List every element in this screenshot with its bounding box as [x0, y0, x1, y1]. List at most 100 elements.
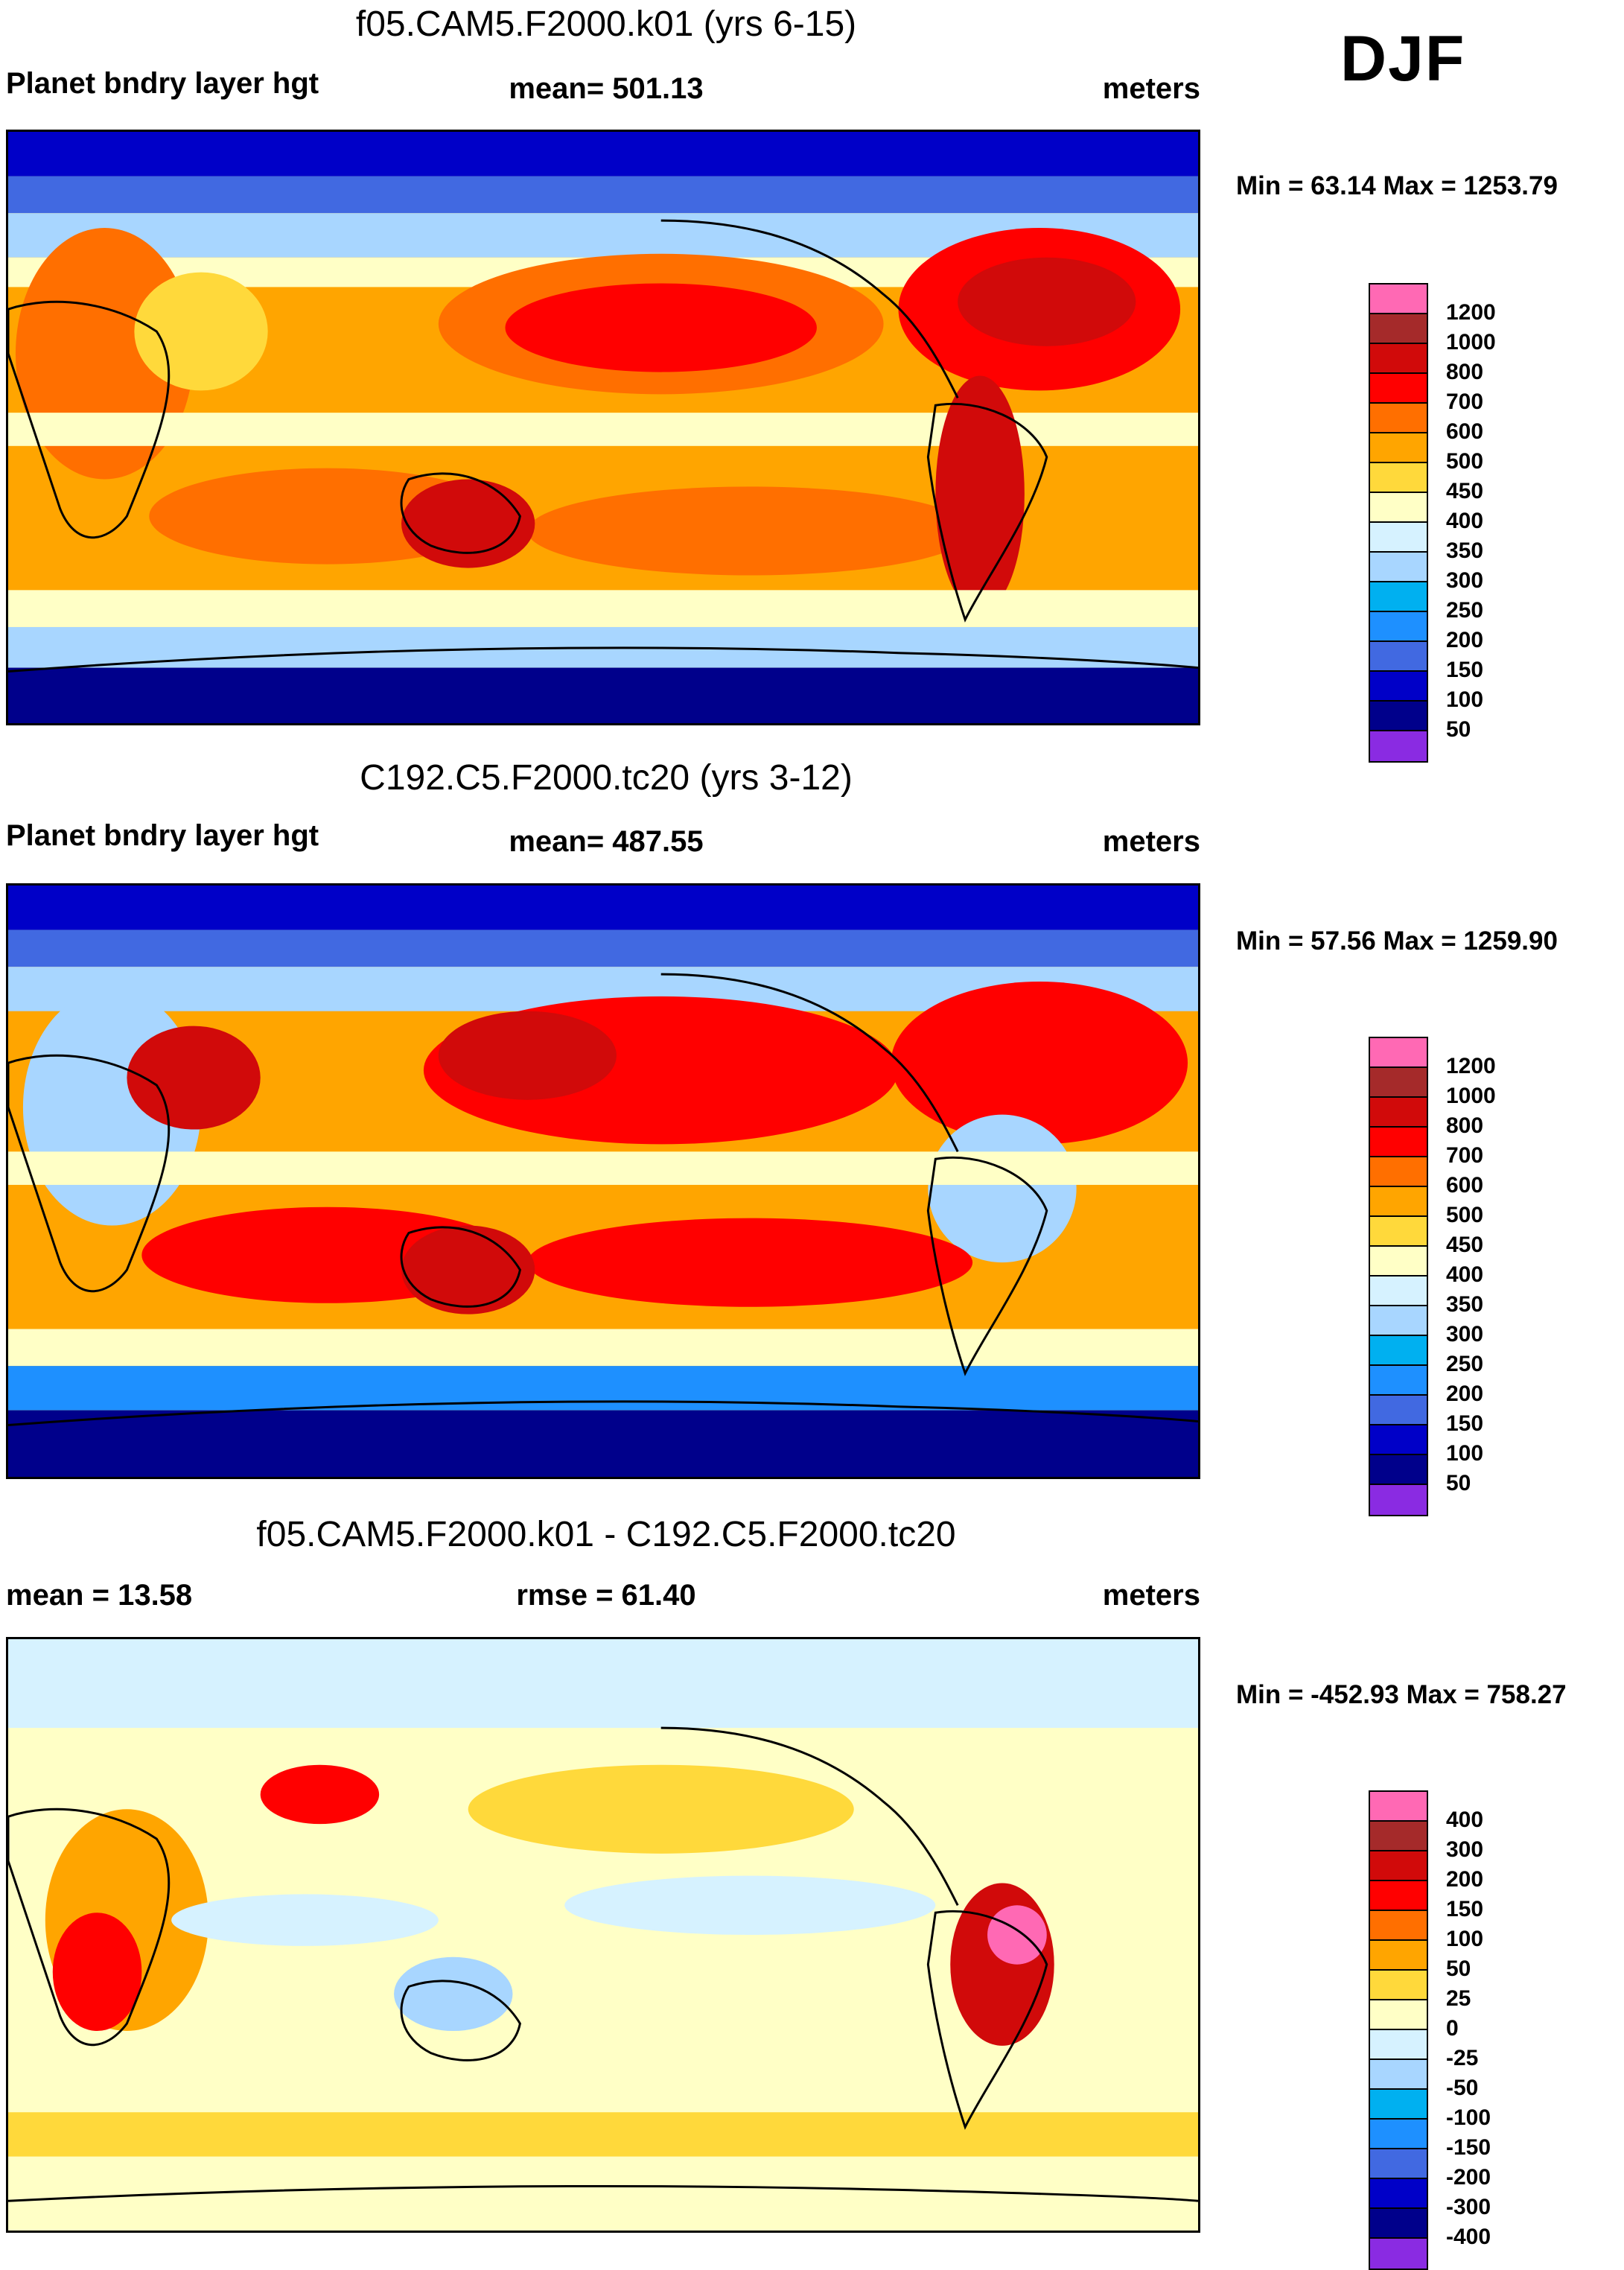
colorbar-swatch: [1370, 1881, 1427, 1911]
colorbar-swatch: [1370, 2120, 1427, 2149]
colorbar-label: 250: [1446, 598, 1484, 623]
colorbar-label: 350: [1446, 538, 1484, 563]
colorbar-label: 300: [1446, 1837, 1484, 1862]
colorbar-swatch: [1370, 1128, 1427, 1157]
panel-3-title: f05.CAM5.F2000.k01 - C192.C5.F2000.tc20: [256, 1515, 956, 1554]
colorbar-swatch: [1370, 1068, 1427, 1098]
colorbar-label: 1000: [1446, 330, 1496, 355]
colorbar-swatch: [1370, 2239, 1427, 2269]
colorbar-swatch: [1370, 1098, 1427, 1128]
colorbar-swatch: [1370, 1366, 1427, 1396]
colorbar-label: 800: [1446, 360, 1484, 384]
colorbar-swatch: [1370, 463, 1427, 493]
colorbar-label: 1200: [1446, 300, 1496, 325]
colorbar-label: 150: [1446, 1897, 1484, 1921]
colorbar-swatch: [1370, 314, 1427, 344]
colorbar-swatch: [1370, 1485, 1427, 1515]
colorbar-swatch: [1370, 374, 1427, 404]
colorbar-swatch: [1370, 702, 1427, 731]
panel-1-map-svg: [8, 132, 1198, 723]
panel-2-mean: mean= 487.55: [509, 825, 704, 858]
colorbar-swatch: [1370, 1851, 1427, 1881]
panel-1-map: [6, 130, 1200, 725]
colorbar-label: 200: [1446, 1867, 1484, 1892]
colorbar-label: 500: [1446, 1203, 1484, 1227]
colorbar-label: 700: [1446, 1143, 1484, 1168]
panel-3-map: [6, 1637, 1200, 2233]
colorbar-swatch: [1370, 1157, 1427, 1187]
colorbar-label: 300: [1446, 1322, 1484, 1347]
colorbar-label: 50: [1446, 717, 1471, 742]
colorbar-swatch: [1370, 2090, 1427, 2120]
colorbar-label: 200: [1446, 1382, 1484, 1406]
colorbar-label: 450: [1446, 479, 1484, 503]
colorbar-swatch: [1370, 1971, 1427, 2000]
colorbar-swatch: [1370, 1396, 1427, 1425]
colorbar-swatch: [1370, 553, 1427, 582]
colorbar-label: 100: [1446, 1441, 1484, 1466]
colorbar-label: 1000: [1446, 1084, 1496, 1108]
colorbar-swatch: [1370, 1217, 1427, 1247]
colorbar-label: -300: [1446, 2195, 1491, 2219]
colorbar-label: 400: [1446, 1262, 1484, 1287]
colorbar-label: 450: [1446, 1233, 1484, 1257]
colorbar-label: 200: [1446, 628, 1484, 652]
colorbar-label: 300: [1446, 568, 1484, 593]
panel-2-minmax: Min = 57.56 Max = 1259.90: [1236, 926, 1558, 956]
panel-1-units: meters: [1102, 72, 1200, 105]
colorbar-label: 600: [1446, 1173, 1484, 1198]
colorbar-label: 400: [1446, 509, 1484, 533]
colorbar-swatch: [1370, 642, 1427, 672]
colorbar-label: 350: [1446, 1292, 1484, 1317]
panel-2-units: meters: [1102, 825, 1200, 858]
colorbar-label: 700: [1446, 390, 1484, 414]
colorbar-swatch: [1370, 1911, 1427, 1941]
colorbar-label: 25: [1446, 1986, 1471, 2011]
colorbar-label: 150: [1446, 658, 1484, 682]
colorbar-label: 150: [1446, 1411, 1484, 1436]
colorbar-swatch: [1370, 731, 1427, 761]
panel-3-colorbar: [1369, 1790, 1428, 2270]
colorbar-label: 50: [1446, 1471, 1471, 1495]
colorbar-swatch: [1370, 1277, 1427, 1306]
panel-3-map-svg: [8, 1639, 1198, 2231]
colorbar-label: -400: [1446, 2225, 1491, 2249]
panel-2-map-svg: [8, 886, 1198, 1477]
panel-3-minmax: Min = -452.93 Max = 758.27: [1236, 1680, 1567, 1709]
colorbar-label: 600: [1446, 419, 1484, 444]
panel-2-title: C192.C5.F2000.tc20 (yrs 3-12): [360, 758, 853, 798]
colorbar-swatch: [1370, 1425, 1427, 1455]
colorbar-swatch: [1370, 404, 1427, 433]
colorbar-swatch: [1370, 284, 1427, 314]
colorbar-swatch: [1370, 2060, 1427, 2090]
colorbar-label: 400: [1446, 1808, 1484, 1832]
colorbar-swatch: [1370, 1941, 1427, 1971]
colorbar-label: 500: [1446, 449, 1484, 474]
colorbar-swatch: [1370, 1792, 1427, 1822]
colorbar-label: -50: [1446, 2076, 1479, 2100]
colorbar-label: 800: [1446, 1113, 1484, 1138]
colorbar-label: 50: [1446, 1956, 1471, 1981]
panel-1-mean: mean= 501.13: [509, 72, 704, 105]
panel-1-variable-label: Planet bndry layer hgt: [6, 67, 319, 100]
panel-2-variable-label: Planet bndry layer hgt: [6, 819, 319, 852]
colorbar-swatch: [1370, 612, 1427, 642]
colorbar-label: 100: [1446, 1927, 1484, 1951]
colorbar-label: 1200: [1446, 1054, 1496, 1078]
colorbar-label: -150: [1446, 2135, 1491, 2160]
colorbar-swatch: [1370, 433, 1427, 463]
panel-3-units: meters: [1102, 1579, 1200, 1612]
colorbar-swatch: [1370, 1038, 1427, 1068]
colorbar-label: -100: [1446, 2105, 1491, 2130]
panel-2-map: [6, 883, 1200, 1479]
colorbar-swatch: [1370, 2000, 1427, 2030]
colorbar-swatch: [1370, 1822, 1427, 1851]
colorbar-swatch: [1370, 1187, 1427, 1217]
colorbar-swatch: [1370, 2179, 1427, 2209]
colorbar-swatch: [1370, 1336, 1427, 1366]
colorbar-swatch: [1370, 2030, 1427, 2060]
colorbar-swatch: [1370, 1247, 1427, 1277]
panel-3-mean: mean = 13.58: [6, 1579, 193, 1612]
colorbar-swatch: [1370, 1306, 1427, 1336]
colorbar-swatch: [1370, 1455, 1427, 1485]
